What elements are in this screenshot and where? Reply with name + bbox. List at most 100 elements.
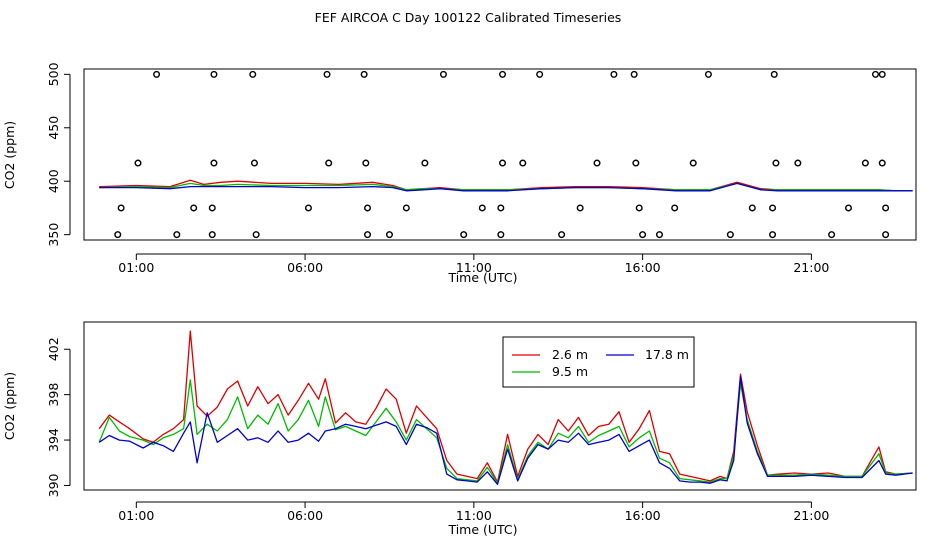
flag-point	[610, 70, 618, 78]
flag-point	[499, 70, 507, 78]
flag-point	[639, 231, 647, 239]
flag-point	[769, 204, 777, 212]
x-axis-label: Time (UTC)	[447, 522, 517, 537]
flag-point	[671, 204, 679, 212]
flag-point	[878, 70, 886, 78]
x-axis: 01:00 06:00 11:00 16:00 21:00	[118, 253, 829, 275]
flag-point	[364, 204, 372, 212]
y-tick-label: 394	[46, 428, 61, 452]
top-panel: 01:00 06:00 11:00 16:00 21:00 350 400 450 500 T…	[2, 62, 917, 285]
flag-point	[208, 204, 216, 212]
flag-point	[770, 70, 778, 78]
flag-point	[190, 204, 198, 212]
y-tick-label: 402	[46, 337, 61, 361]
flag-point	[421, 159, 429, 167]
flag-point	[499, 159, 507, 167]
flag-point	[878, 159, 886, 167]
flag-point	[249, 70, 257, 78]
flag-point	[536, 70, 544, 78]
y-tick-label: 400	[46, 169, 61, 193]
chart-title: FEF AIRCOA C Day 100122 Calibrated Times…	[315, 10, 622, 25]
plot-frame	[83, 68, 917, 241]
y-axis: 390 394 398 402	[46, 337, 71, 497]
flag-point	[325, 159, 333, 167]
y-axis-label: CO2 (ppm)	[2, 372, 17, 440]
flag-point	[871, 70, 879, 78]
flag-point	[134, 159, 142, 167]
y-axis-label: CO2 (ppm)	[2, 121, 17, 189]
flag-point	[153, 70, 161, 78]
flag-point	[519, 159, 527, 167]
flag-point	[323, 70, 331, 78]
flag-point	[861, 159, 869, 167]
flag-point	[252, 231, 260, 239]
legend-box	[502, 336, 695, 388]
flag-point	[439, 70, 447, 78]
flag-point	[304, 204, 312, 212]
flag-point	[364, 231, 372, 239]
flag-point	[362, 159, 370, 167]
flag-point	[655, 231, 663, 239]
x-tick-label: 01:00	[118, 508, 154, 523]
flag-point	[385, 231, 393, 239]
flag-point	[460, 231, 468, 239]
flag-point	[689, 159, 697, 167]
x-tick-label: 11:00	[456, 260, 492, 275]
flag-point	[558, 231, 566, 239]
flag-point	[769, 231, 777, 239]
y-tick-label: 390	[46, 473, 61, 497]
flag-point	[704, 70, 712, 78]
legend-label-17-8m: 17.8 m	[645, 347, 689, 362]
flag-point	[844, 204, 852, 212]
x-axis: 01:00 06:00 11:00 16:00 21:00	[118, 501, 829, 523]
flag-point	[250, 159, 258, 167]
flag-point	[794, 159, 802, 167]
flag-point	[630, 70, 638, 78]
x-tick-label: 16:00	[625, 260, 661, 275]
plot-marks	[98, 330, 913, 485]
plot-frame	[83, 321, 917, 491]
flag-point	[117, 204, 125, 212]
flag-point	[726, 231, 734, 239]
flag-point	[210, 70, 218, 78]
series-line-9-5-m	[98, 379, 913, 484]
flag-point	[882, 204, 890, 212]
y-tick-label: 500	[46, 62, 61, 86]
legend-label-2-6m: 2.6 m	[552, 347, 588, 362]
flag-point	[402, 204, 410, 212]
series-line-2-6-m	[98, 330, 913, 483]
flag-point	[497, 231, 505, 239]
flag-point	[497, 204, 505, 212]
legend-label-9-5m: 9.5 m	[552, 364, 588, 379]
x-tick-label: 11:00	[456, 508, 492, 523]
flag-point	[478, 204, 486, 212]
x-tick-label: 21:00	[793, 260, 829, 275]
flag-point	[360, 70, 368, 78]
series-line-9-5-m	[99, 182, 913, 192]
flag-point	[593, 159, 601, 167]
flag-point	[632, 159, 640, 167]
flag-point	[635, 204, 643, 212]
flag-point	[114, 231, 122, 239]
x-tick-label: 06:00	[287, 260, 323, 275]
x-axis-label: Time (UTC)	[447, 270, 517, 285]
x-tick-label: 06:00	[287, 508, 323, 523]
y-tick-label: 398	[46, 383, 61, 407]
series-line-17-8-m	[99, 182, 913, 192]
flag-point	[173, 231, 181, 239]
legend: 2.6 m 9.5 m 17.8 m	[502, 336, 695, 388]
y-tick-label: 350	[46, 223, 61, 247]
flag-point	[828, 231, 836, 239]
flag-point	[208, 231, 216, 239]
bottom-panel: 01:00 06:00 11:00 16:00 21:00 390 394 398 402 T…	[2, 321, 917, 537]
flag-point	[210, 159, 218, 167]
x-tick-label: 16:00	[625, 508, 661, 523]
flag-point	[748, 204, 756, 212]
plot-marks	[99, 70, 913, 239]
x-tick-label: 01:00	[118, 260, 154, 275]
y-tick-label: 450	[46, 116, 61, 140]
series-line-17-8-m	[98, 375, 913, 485]
flag-point	[772, 159, 780, 167]
flag-point	[882, 231, 890, 239]
